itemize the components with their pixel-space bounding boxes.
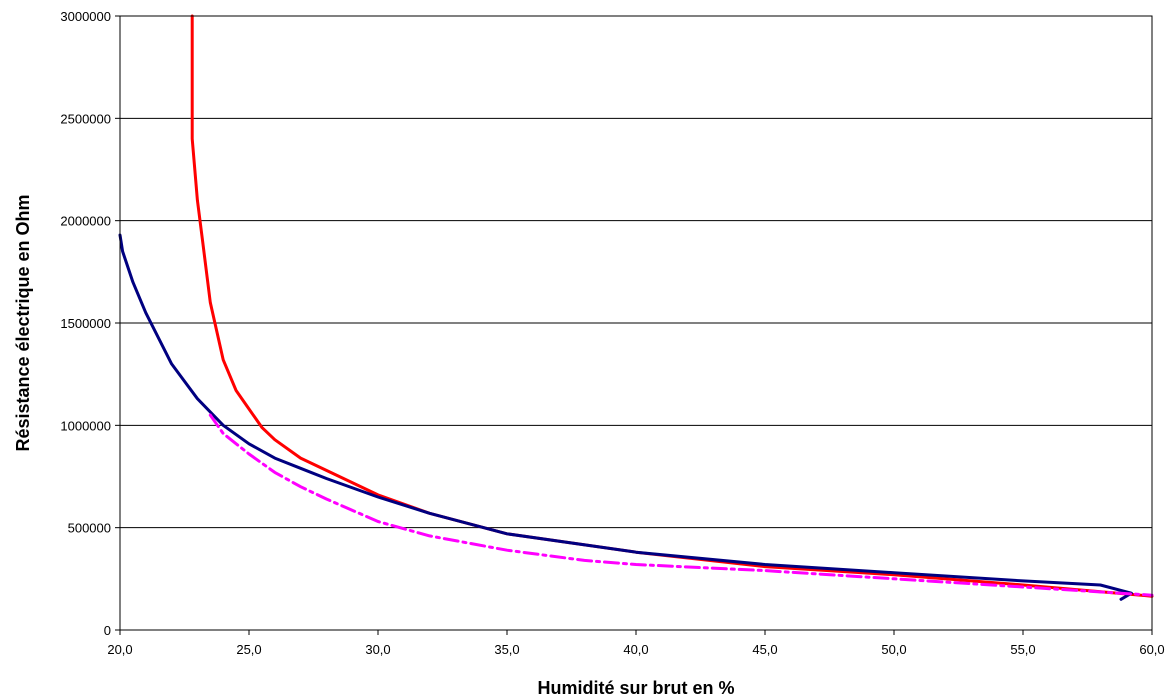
x-tick-label: 35,0 xyxy=(494,642,519,657)
x-tick-label: 25,0 xyxy=(236,642,261,657)
y-tick-label: 500000 xyxy=(68,521,111,536)
y-tick-label: 1500000 xyxy=(60,316,111,331)
x-tick-label: 40,0 xyxy=(623,642,648,657)
series-line-3 xyxy=(208,413,1154,597)
x-tick-label: 20,0 xyxy=(107,642,132,657)
y-tick-label: 0 xyxy=(104,623,111,638)
x-tick-label: 30,0 xyxy=(365,642,390,657)
y-tick-label: 1000000 xyxy=(60,418,111,433)
x-tick-label: 60,0 xyxy=(1139,642,1164,657)
y-axis-ticks: 0 500000 1000000 1500000 2000000 2500000 30000… xyxy=(60,9,120,638)
gridlines xyxy=(120,117,1152,529)
x-axis-ticks: 20,0 25,0 30,0 35,0 40,0 45,0 50,0 55,0 60,0 xyxy=(107,630,1165,657)
x-tick-label: 55,0 xyxy=(1010,642,1035,657)
series-lines xyxy=(118,14,1154,601)
x-axis-title: Humidité sur brut en % xyxy=(537,678,734,698)
y-tick-label: 2000000 xyxy=(60,214,111,229)
x-tick-label: 45,0 xyxy=(752,642,777,657)
x-tick-label: 50,0 xyxy=(881,642,906,657)
series-line-1 xyxy=(190,14,1154,598)
y-axis-title: Résistance électrique en Ohm xyxy=(13,194,33,451)
y-tick-label: 3000000 xyxy=(60,9,111,24)
y-tick-label: 2500000 xyxy=(60,111,111,126)
series-line-2 xyxy=(118,233,1133,601)
